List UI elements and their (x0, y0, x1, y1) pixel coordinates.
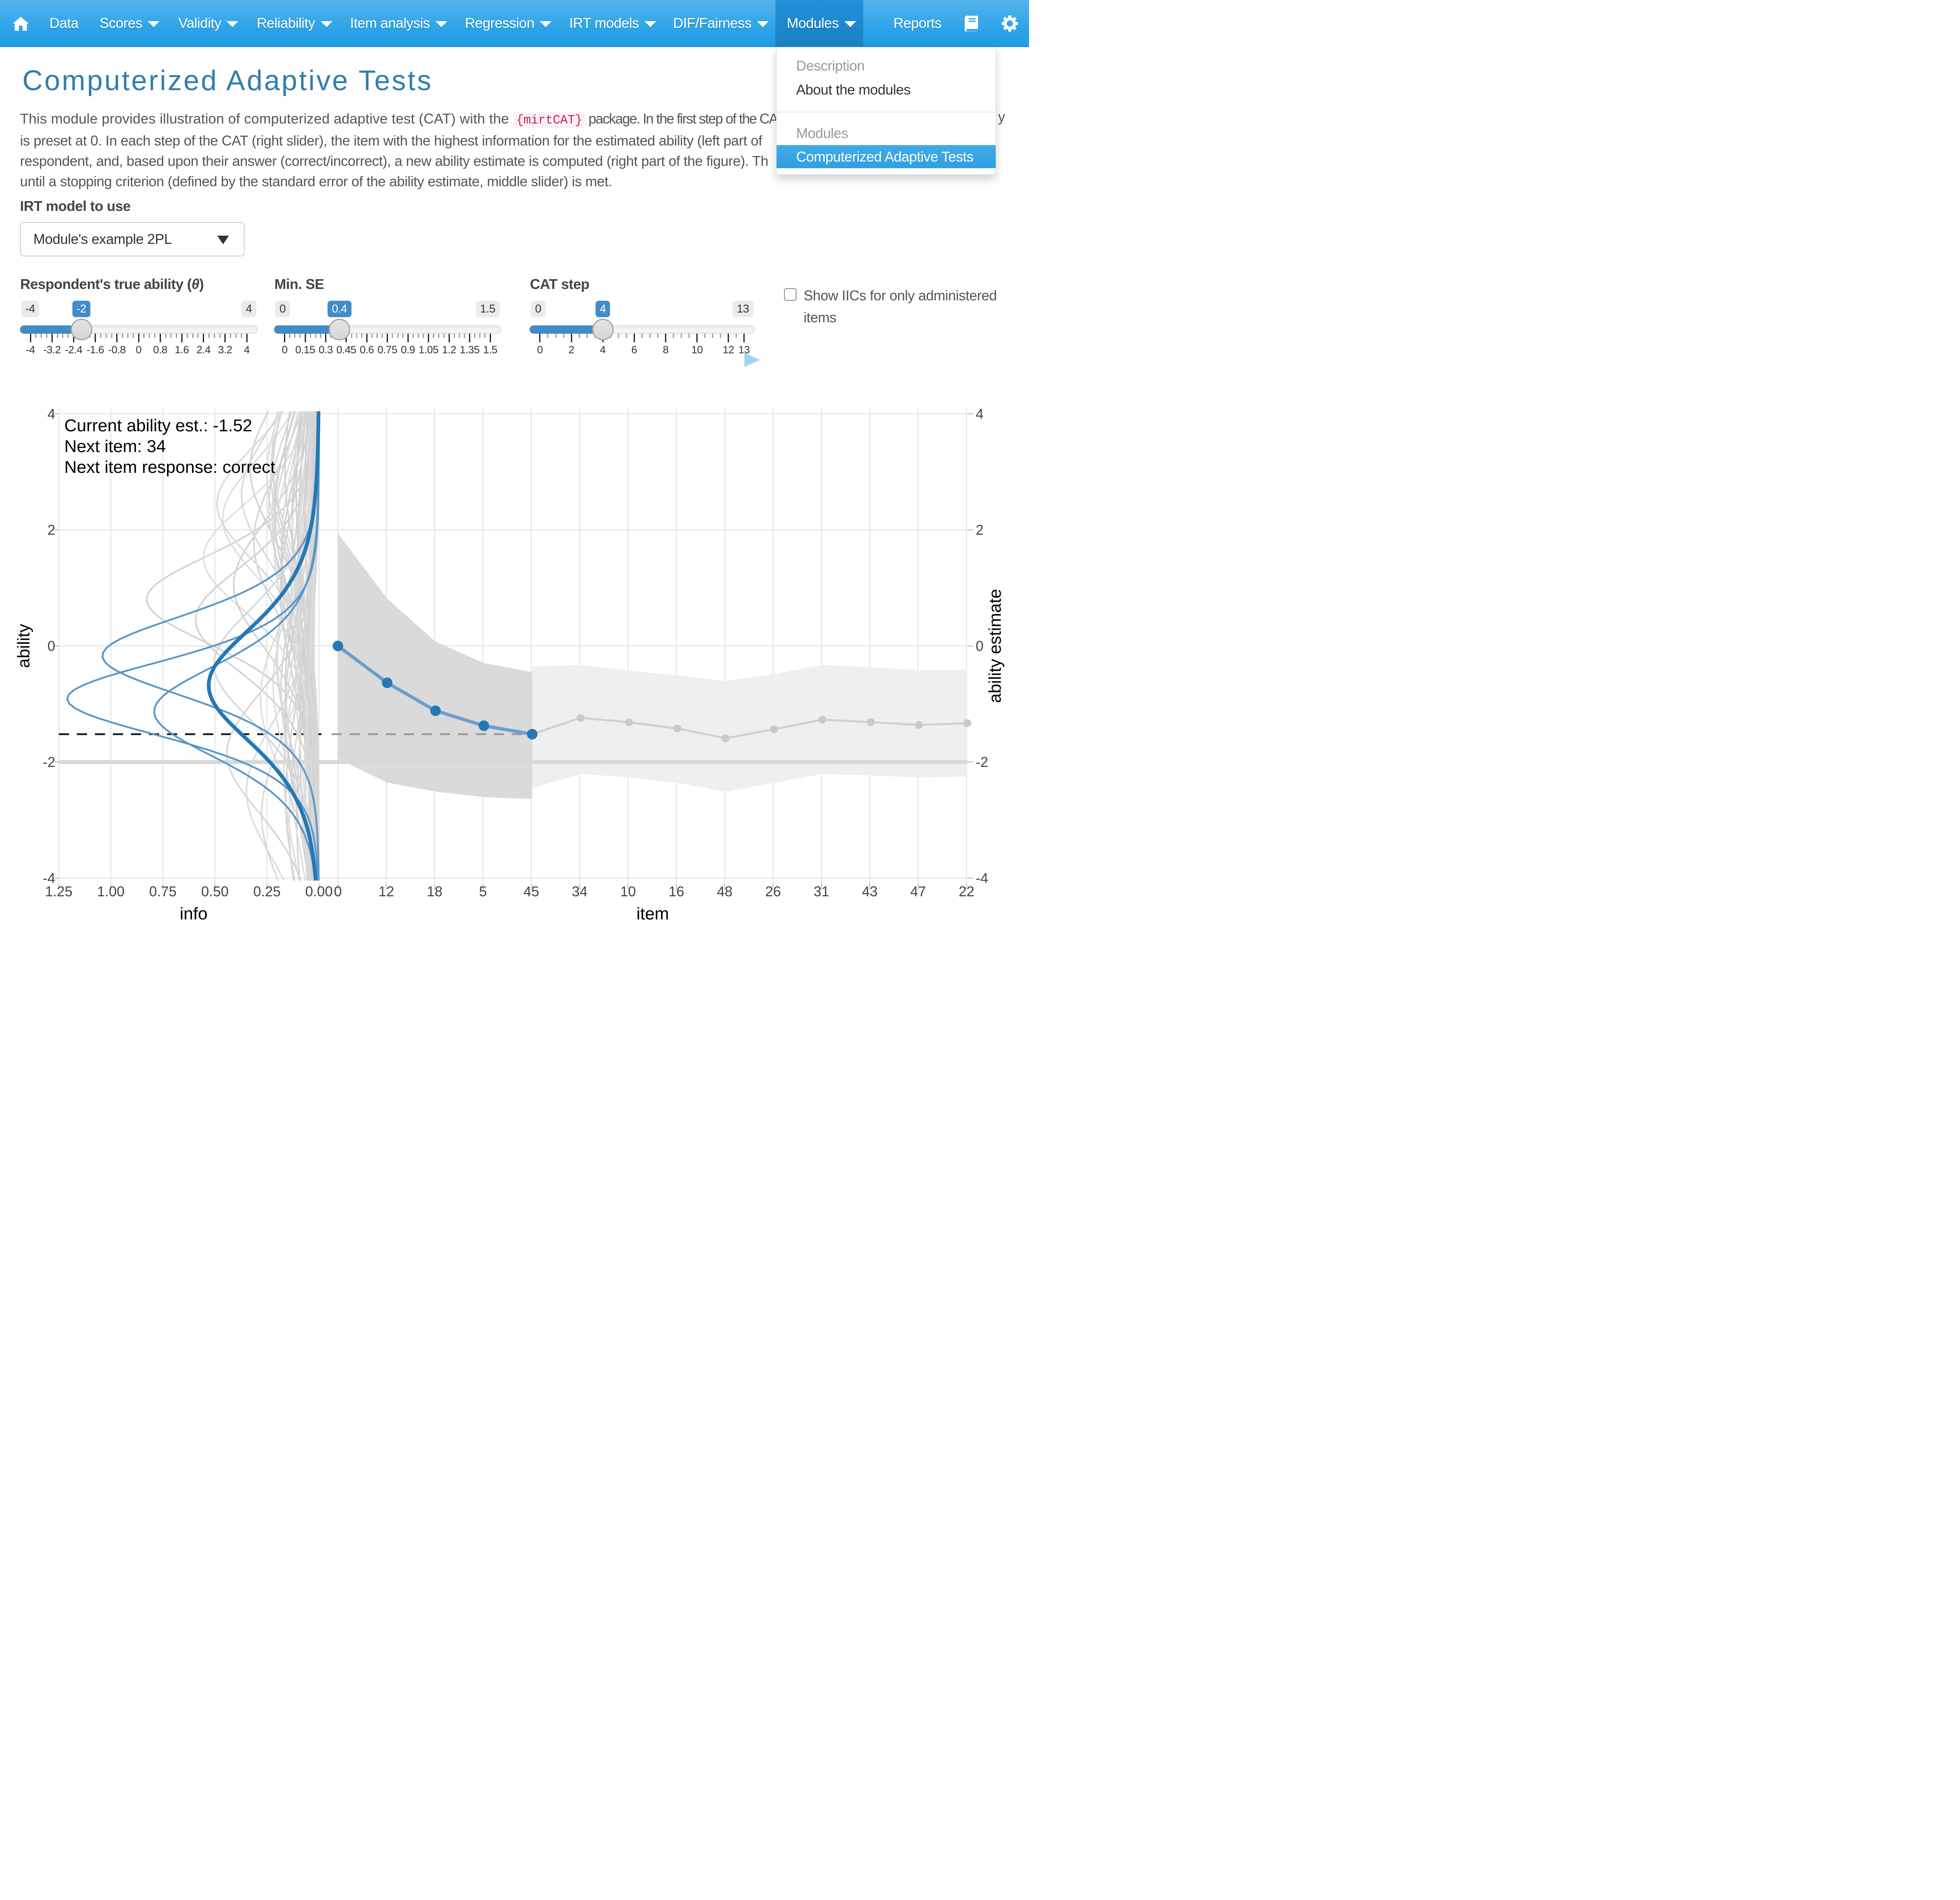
svg-text:48: 48 (717, 883, 733, 899)
svg-text:34: 34 (572, 883, 588, 899)
svg-text:-2: -2 (43, 754, 55, 770)
svg-text:0: 0 (47, 638, 55, 654)
svg-text:item: item (636, 904, 669, 923)
svg-text:0.00: 0.00 (305, 883, 333, 899)
svg-text:0.50: 0.50 (201, 883, 229, 899)
svg-text:12: 12 (378, 883, 394, 899)
svg-text:Current ability est.: -1.52: Current ability est.: -1.52 (64, 416, 252, 435)
svg-text:26: 26 (765, 883, 781, 899)
svg-text:18: 18 (427, 883, 443, 899)
svg-text:16: 16 (668, 883, 684, 899)
svg-text:2: 2 (47, 522, 55, 538)
svg-text:-2: -2 (976, 754, 988, 770)
svg-text:47: 47 (910, 883, 926, 899)
svg-text:43: 43 (862, 883, 878, 899)
svg-text:22: 22 (959, 883, 975, 899)
svg-text:2: 2 (976, 522, 984, 538)
svg-text:Next item response: correct: Next item response: correct (64, 458, 275, 477)
svg-text:-4: -4 (976, 870, 988, 886)
svg-text:1.00: 1.00 (97, 883, 125, 899)
svg-text:5: 5 (479, 883, 487, 899)
svg-text:31: 31 (813, 883, 829, 899)
svg-text:1.25: 1.25 (45, 883, 73, 899)
svg-text:0: 0 (334, 883, 342, 899)
svg-text:ability: ability (14, 624, 33, 668)
svg-text:ability estimate: ability estimate (985, 589, 1005, 703)
svg-text:45: 45 (523, 883, 539, 899)
svg-text:Next item: 34: Next item: 34 (64, 437, 166, 456)
svg-text:0: 0 (976, 638, 984, 654)
svg-text:4: 4 (976, 406, 984, 422)
svg-text:10: 10 (620, 883, 636, 899)
svg-text:0.25: 0.25 (253, 883, 281, 899)
svg-text:4: 4 (47, 406, 55, 422)
svg-text:0.75: 0.75 (149, 883, 176, 899)
svg-text:-4: -4 (43, 870, 55, 886)
svg-text:info: info (180, 904, 208, 923)
